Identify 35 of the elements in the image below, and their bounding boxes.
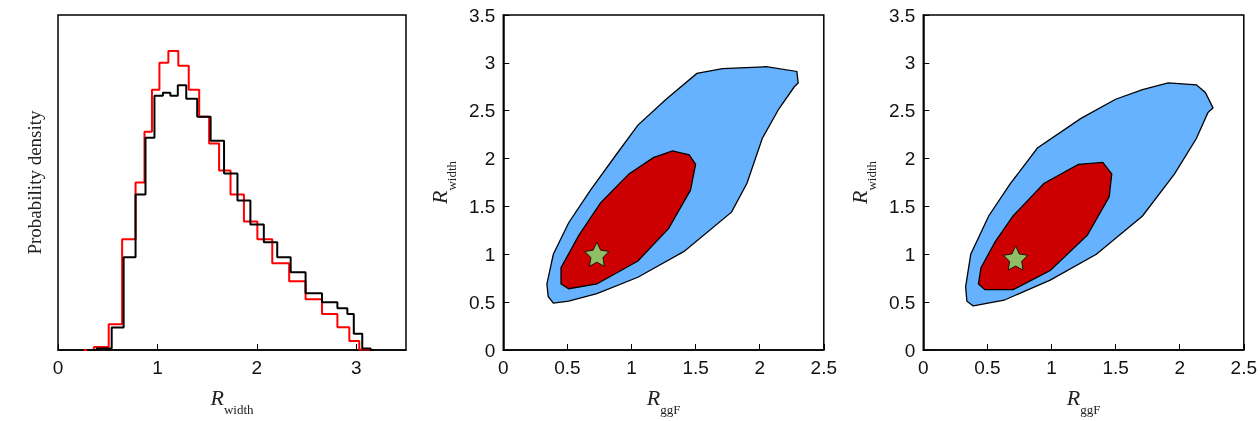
y-tick-label: 2 [904,148,916,170]
x-tick-label: 2 [251,357,263,378]
y-tick-label: 3.5 [468,4,496,26]
x-tick-label: 1.5 [1102,357,1129,378]
y-tick-label: 0.5 [888,291,916,313]
y-axis-title: Rwidth [846,160,879,206]
y-tick-label: 2.5 [468,100,496,122]
y-tick-label: 1.5 [468,195,496,217]
x-tick-label: 2.5 [810,357,837,378]
x-tick-label: 1 [152,357,163,378]
y-tick-label: 0 [904,339,916,361]
x-tick-label: 1.5 [682,357,709,378]
y-axis-title: Probability density [24,109,45,255]
x-tick-label: 0 [918,357,929,378]
y-tick-label: 3 [484,52,496,74]
y-axis-title: Rwidth [426,160,459,206]
x-tick-label: 0.5 [554,357,581,378]
y-tick-label: 2.5 [888,100,916,122]
x-tick-label: 2 [754,357,765,378]
y-tick-label: 1 [904,243,916,265]
x-tick-label: 0.5 [974,357,1001,378]
y-tick-label: 3 [904,52,916,74]
y-tick-label: 0.5 [468,291,496,313]
y-tick-label: 0 [484,339,496,361]
x-tick-label: 2 [1174,357,1185,378]
x-tick-label: 2.5 [1230,357,1257,378]
x-tick-label: 1 [1046,357,1057,378]
x-tick-label: 3 [351,357,362,378]
y-tick-label: 2 [484,148,496,170]
y-tick-label: 1 [484,243,496,265]
y-tick-label: 1.5 [888,195,916,217]
x-tick-label: 0 [52,357,64,378]
x-tick-label: 1 [626,357,637,378]
x-tick-label: 0 [498,357,509,378]
y-tick-label: 3.5 [888,4,916,26]
